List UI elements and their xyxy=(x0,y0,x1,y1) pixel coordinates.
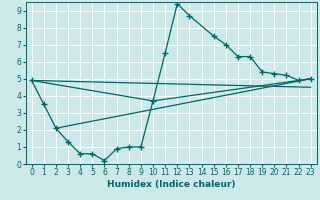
X-axis label: Humidex (Indice chaleur): Humidex (Indice chaleur) xyxy=(107,180,236,189)
